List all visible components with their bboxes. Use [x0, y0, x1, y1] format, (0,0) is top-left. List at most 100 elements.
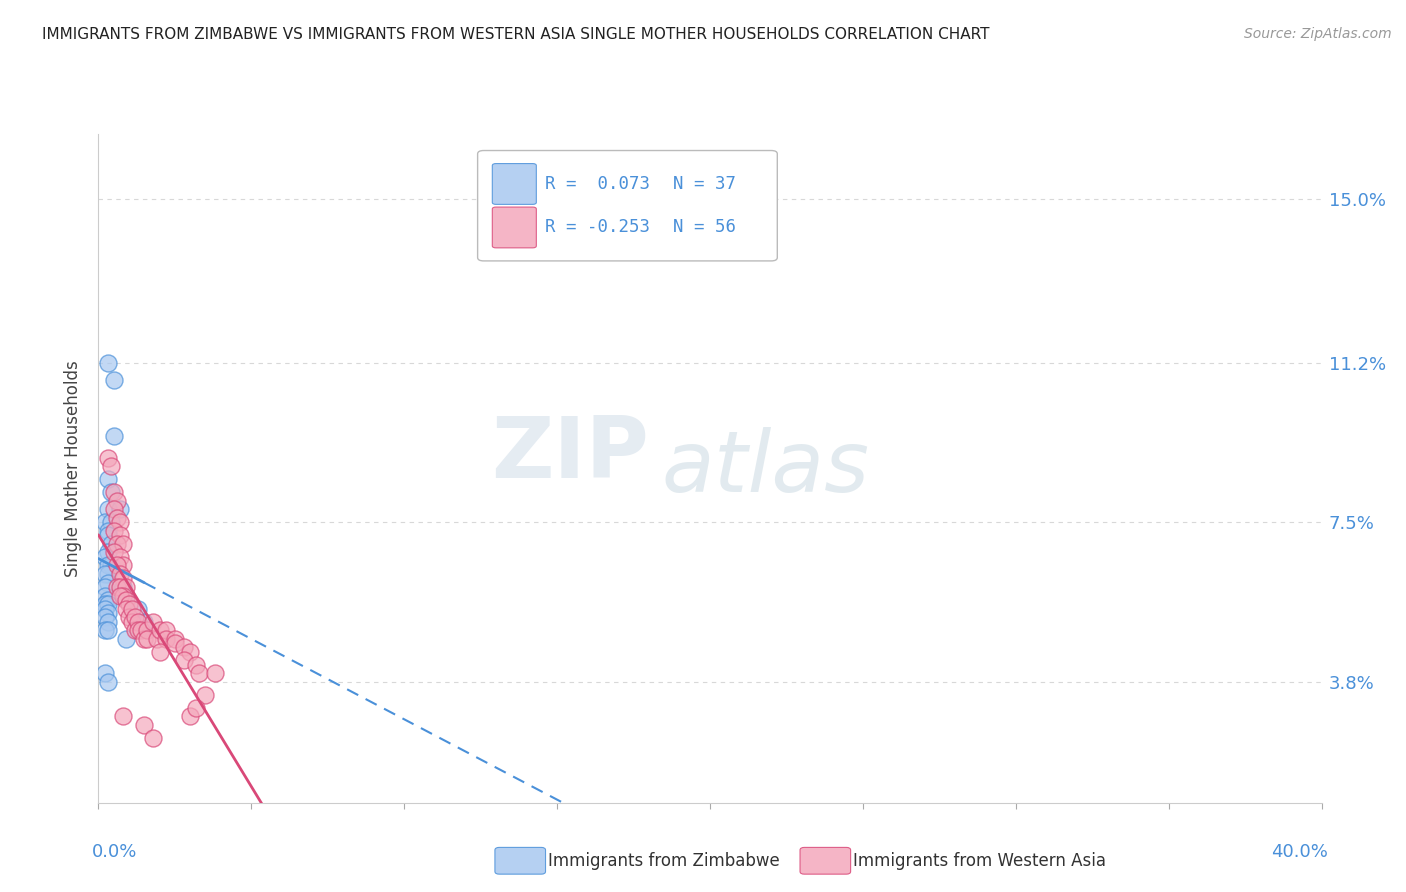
- Point: [194, 688, 217, 702]
- Point: [105, 558, 128, 573]
- Point: [97, 675, 120, 690]
- Point: [134, 632, 156, 646]
- Point: [179, 645, 201, 659]
- Point: [111, 558, 134, 573]
- Point: [124, 623, 146, 637]
- Point: [103, 502, 125, 516]
- Point: [97, 575, 120, 590]
- Point: [149, 645, 172, 659]
- Point: [97, 502, 120, 516]
- Point: [134, 718, 156, 732]
- Point: [105, 493, 128, 508]
- Text: R =  0.073: R = 0.073: [546, 175, 650, 193]
- Point: [97, 567, 120, 582]
- Point: [149, 623, 172, 637]
- Point: [103, 429, 125, 443]
- Point: [105, 511, 128, 525]
- Point: [155, 632, 177, 646]
- Text: atlas: atlas: [661, 426, 869, 510]
- Point: [103, 373, 125, 387]
- Y-axis label: Single Mother Households: Single Mother Households: [65, 360, 83, 576]
- Point: [93, 597, 115, 611]
- Text: N = 37: N = 37: [673, 175, 737, 193]
- FancyBboxPatch shape: [492, 163, 536, 204]
- Point: [121, 615, 143, 629]
- Point: [118, 610, 141, 624]
- Point: [173, 640, 195, 655]
- Point: [93, 549, 115, 564]
- Point: [108, 589, 131, 603]
- Point: [105, 537, 128, 551]
- Point: [103, 545, 125, 559]
- Point: [97, 593, 120, 607]
- Point: [127, 623, 149, 637]
- Point: [97, 355, 120, 369]
- Point: [111, 580, 134, 594]
- Point: [100, 485, 122, 500]
- Point: [111, 709, 134, 723]
- Point: [142, 731, 165, 745]
- Text: 0.0%: 0.0%: [93, 843, 138, 861]
- Text: Immigrants from Zimbabwe: Immigrants from Zimbabwe: [548, 852, 780, 870]
- Point: [97, 528, 120, 542]
- Point: [93, 515, 115, 529]
- Point: [105, 580, 128, 594]
- Point: [145, 632, 167, 646]
- Point: [163, 632, 186, 646]
- Point: [115, 601, 138, 615]
- Point: [111, 537, 134, 551]
- Point: [204, 666, 226, 681]
- Point: [127, 601, 149, 615]
- Point: [93, 589, 115, 603]
- Point: [97, 524, 120, 538]
- Point: [93, 580, 115, 594]
- Point: [100, 558, 122, 573]
- Point: [103, 524, 125, 538]
- Point: [97, 558, 120, 573]
- Point: [97, 606, 120, 620]
- Point: [121, 601, 143, 615]
- Point: [97, 545, 120, 559]
- Point: [108, 502, 131, 516]
- Point: [136, 623, 159, 637]
- Text: R = -0.253: R = -0.253: [546, 219, 650, 236]
- Point: [93, 601, 115, 615]
- Point: [100, 515, 122, 529]
- Point: [134, 615, 156, 629]
- Point: [129, 623, 152, 637]
- FancyBboxPatch shape: [492, 207, 536, 248]
- Point: [136, 632, 159, 646]
- Point: [103, 485, 125, 500]
- Point: [100, 537, 122, 551]
- Point: [93, 623, 115, 637]
- Point: [124, 610, 146, 624]
- Point: [108, 549, 131, 564]
- Point: [97, 597, 120, 611]
- Point: [97, 623, 120, 637]
- Point: [118, 597, 141, 611]
- Point: [111, 589, 134, 603]
- Point: [179, 709, 201, 723]
- Point: [186, 657, 208, 672]
- Point: [188, 666, 211, 681]
- Point: [108, 528, 131, 542]
- Point: [115, 589, 138, 603]
- Point: [186, 701, 208, 715]
- Point: [115, 632, 138, 646]
- Point: [173, 653, 195, 667]
- Text: IMMIGRANTS FROM ZIMBABWE VS IMMIGRANTS FROM WESTERN ASIA SINGLE MOTHER HOUSEHOLD: IMMIGRANTS FROM ZIMBABWE VS IMMIGRANTS F…: [42, 27, 990, 42]
- Point: [100, 459, 122, 474]
- Text: 40.0%: 40.0%: [1271, 843, 1327, 861]
- Point: [93, 567, 115, 582]
- Point: [108, 515, 131, 529]
- Text: Source: ZipAtlas.com: Source: ZipAtlas.com: [1244, 27, 1392, 41]
- Point: [93, 666, 115, 681]
- Point: [115, 593, 138, 607]
- Point: [142, 615, 165, 629]
- Point: [127, 615, 149, 629]
- Point: [97, 615, 120, 629]
- Point: [97, 472, 120, 486]
- Point: [163, 636, 186, 650]
- Text: N = 56: N = 56: [673, 219, 737, 236]
- FancyBboxPatch shape: [478, 151, 778, 261]
